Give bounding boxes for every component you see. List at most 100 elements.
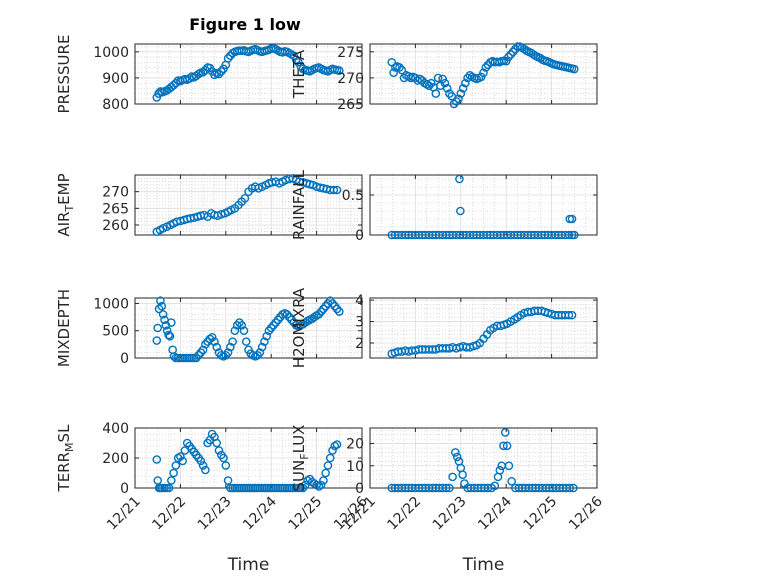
data-point	[167, 318, 176, 327]
axes-border	[134, 43, 363, 105]
data-point	[171, 461, 181, 470]
data-point	[323, 461, 333, 470]
ytick-label: 500	[102, 324, 129, 340]
data-point	[219, 453, 228, 463]
data-point	[401, 483, 410, 493]
data-point	[523, 230, 533, 240]
data-point	[216, 67, 226, 76]
data-point	[455, 174, 464, 184]
data-point	[567, 214, 577, 224]
x-axis-label: Time	[462, 555, 505, 575]
data-point	[332, 185, 342, 195]
data-point	[504, 52, 513, 62]
ytick-label: 260	[102, 218, 129, 234]
ytick-label: 400	[102, 421, 129, 437]
ytick-label: 1000	[93, 45, 129, 61]
data-point	[501, 56, 511, 66]
data-point	[441, 230, 451, 240]
data-point	[310, 312, 319, 322]
ytick-label: 0	[355, 481, 364, 497]
data-point	[198, 345, 208, 355]
data-point	[212, 438, 222, 448]
data-point	[495, 465, 505, 475]
y-axis-label: H2OMIXRA	[290, 287, 308, 368]
data-point	[214, 69, 224, 79]
data-point	[198, 67, 208, 77]
data-point	[482, 230, 492, 240]
y-axis-label: MIXDEPTH	[55, 289, 73, 367]
data-point	[325, 453, 335, 463]
subplot-h2omixra: 2 3 4 H2OMIXRA	[290, 287, 598, 368]
xtick-label: 12/26	[566, 493, 606, 533]
data-point	[458, 84, 468, 93]
data-point	[255, 348, 265, 357]
ytick-label: 275	[337, 45, 364, 61]
data-point	[431, 89, 441, 98]
axes-border	[369, 43, 598, 105]
data-point	[152, 455, 162, 464]
data-point	[448, 472, 457, 482]
data-point	[321, 468, 330, 478]
data-point	[442, 84, 452, 93]
data-point	[496, 230, 506, 240]
data-point	[433, 73, 443, 83]
data-point	[458, 470, 467, 479]
data-point	[451, 97, 461, 106]
axes-border	[134, 297, 363, 359]
figure-title: Figure 1 low	[189, 15, 301, 34]
data-point	[237, 320, 246, 330]
data-point	[212, 342, 222, 352]
data-point	[397, 65, 407, 75]
data-point	[210, 70, 219, 80]
data-point	[158, 310, 168, 319]
data-point	[490, 481, 500, 491]
data-point	[157, 301, 167, 311]
ytick-label: 270	[337, 71, 364, 87]
data-point	[456, 206, 465, 216]
data-point	[506, 50, 516, 59]
data-point	[389, 68, 398, 77]
data-point	[500, 428, 510, 437]
ytick-label: 800	[102, 97, 129, 113]
data-point	[223, 54, 233, 63]
data-point	[201, 465, 210, 475]
ytick-label: 270	[102, 185, 129, 201]
data-point	[479, 68, 488, 77]
xtick-label: 12/22	[149, 494, 189, 534]
data-point	[528, 483, 537, 493]
data-point	[510, 230, 519, 240]
data-point	[438, 74, 447, 84]
data-point	[196, 456, 206, 466]
data-point	[570, 64, 579, 74]
data-point	[154, 304, 164, 314]
data-point	[426, 78, 436, 88]
data-point	[428, 230, 437, 240]
data-point	[153, 323, 162, 333]
data-point	[329, 185, 339, 195]
data-point	[445, 89, 454, 98]
data-point	[214, 446, 224, 455]
data-point	[223, 476, 233, 485]
data-point	[422, 79, 432, 89]
data-point	[223, 348, 233, 357]
data-point	[452, 452, 462, 462]
data-point	[156, 296, 165, 306]
data-point	[164, 330, 173, 340]
data-point	[319, 476, 328, 485]
ytick-label: 4	[355, 293, 364, 309]
xtick-label: 12/22	[384, 494, 424, 534]
data-point	[171, 78, 181, 88]
data-point	[334, 307, 344, 316]
data-point	[169, 80, 178, 90]
y-axis-label: TERRMSL	[55, 424, 76, 493]
data-point	[570, 230, 579, 240]
data-point	[428, 345, 437, 354]
data-point	[291, 55, 301, 64]
data-point	[387, 230, 397, 240]
data-point	[451, 448, 460, 457]
data-point	[555, 483, 565, 493]
data-point	[523, 307, 533, 317]
y-axis-label: SUNFLUX	[290, 425, 311, 492]
